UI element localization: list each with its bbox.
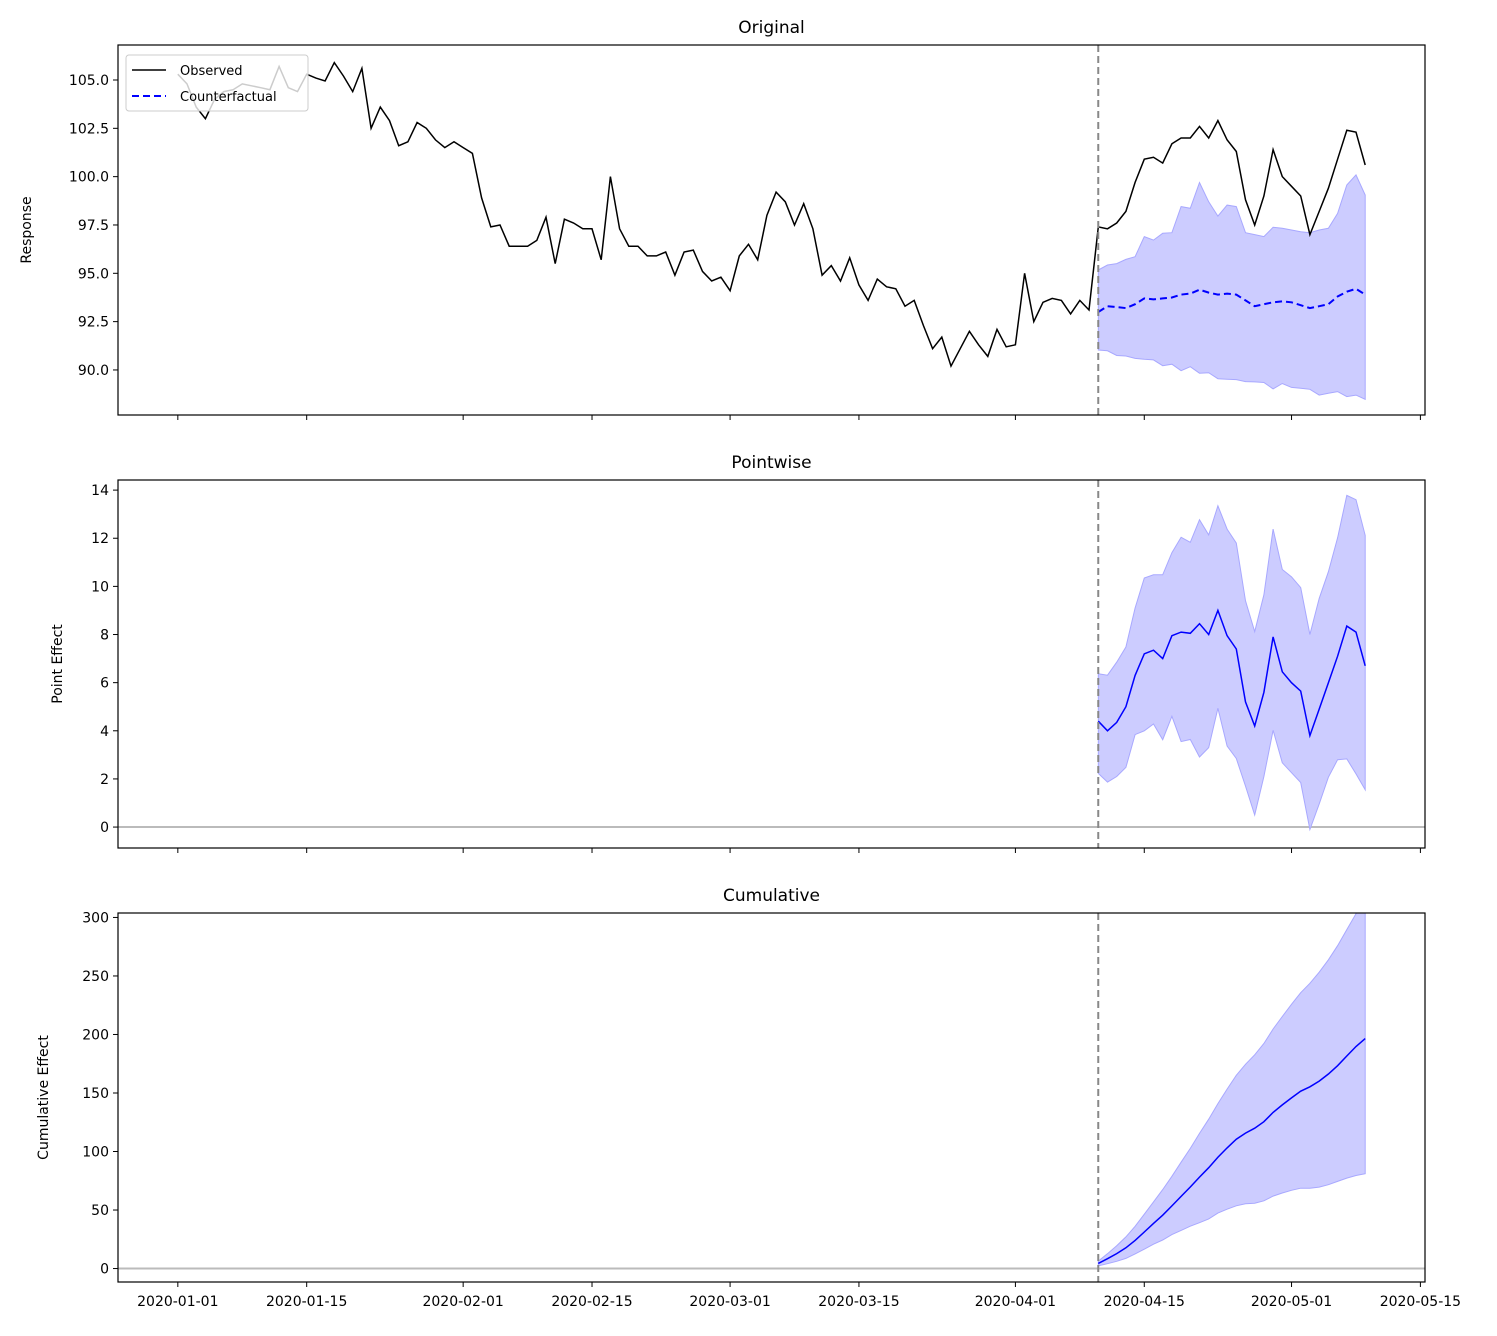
x-tick-label: 2020-04-01	[975, 1294, 1056, 1310]
x-tick-label: 2020-03-01	[689, 1294, 770, 1310]
y-tick-label: 150	[82, 1086, 109, 1102]
y-tick-label: 10	[91, 579, 109, 595]
cumulative-effect-line	[1097, 1038, 1366, 1265]
legend-box	[125, 54, 309, 112]
panel-title: Original	[738, 18, 805, 38]
plot-area	[177, 61, 1366, 401]
x-tick-label: 2020-01-15	[266, 1294, 347, 1310]
y-tick-label: 6	[100, 676, 109, 692]
point-effect-line	[1097, 608, 1366, 739]
y-tick-label: 102.5	[69, 121, 109, 137]
y-tick-label: 100.0	[69, 170, 109, 186]
y-tick-label: 14	[91, 483, 109, 499]
y-tick-label: 92.5	[78, 315, 109, 331]
y-tick-label: 95.0	[78, 266, 109, 282]
confidence-interval-band	[1097, 494, 1366, 832]
y-axis-label: Response	[19, 196, 35, 263]
y-tick-label: 50	[91, 1203, 109, 1219]
x-tick-label: 2020-05-15	[1380, 1294, 1461, 1310]
y-tick-label: 300	[82, 910, 109, 926]
y-tick-label: 105.0	[69, 73, 109, 89]
legend-label-counterfactual: Counterfactual	[180, 90, 277, 105]
confidence-interval-band	[1097, 913, 1366, 1267]
observed-series-line	[177, 61, 1366, 369]
y-tick-label: 90.0	[78, 363, 109, 379]
y-tick-label: 4	[100, 724, 109, 740]
plot-area	[118, 913, 1425, 1270]
legend: Observed Counterfactual	[125, 54, 309, 112]
y-tick-label: 250	[82, 969, 109, 985]
counterfactual-series-line	[1097, 287, 1366, 313]
x-tick-label: 2020-02-15	[551, 1294, 632, 1310]
y-tick-label: 100	[82, 1145, 109, 1161]
x-tick-label: 2020-05-01	[1251, 1294, 1332, 1310]
y-tick-label: 0	[100, 820, 109, 836]
panel-title: Cumulative	[723, 886, 820, 906]
x-tick-label: 2020-03-15	[818, 1294, 899, 1310]
x-tick-label: 2020-04-15	[1104, 1294, 1185, 1310]
legend-label-observed: Observed	[180, 64, 243, 79]
y-tick-label: 97.5	[78, 218, 109, 234]
x-tick-label: 2020-01-01	[137, 1294, 218, 1310]
panel-cumulative: 0 50 100 150 200 250 300 2020-01-01 2020-01-15 20…	[36, 886, 1461, 1310]
y-tick-label: 200	[82, 1027, 109, 1043]
y-axis-label: Point Effect	[50, 624, 66, 704]
y-tick-label: 12	[91, 531, 109, 547]
plot-area	[118, 494, 1425, 832]
y-tick-label: 8	[100, 628, 109, 644]
panel-title: Pointwise	[731, 453, 811, 473]
x-tick-label: 2020-02-01	[422, 1294, 503, 1310]
y-tick-label: 2	[100, 772, 109, 788]
panel-pointwise: 0 2 4 6 8 10 12 14 Pointwise Point Effect	[50, 453, 1426, 853]
y-tick-label: 0	[100, 1262, 109, 1278]
confidence-interval-band	[1097, 174, 1366, 401]
axes-frame	[117, 44, 1426, 416]
axes-frame	[117, 912, 1426, 1283]
panel-original: 90.0 92.5 95.0 97.5 100.0 102.5 105.0 Original R…	[19, 18, 1426, 420]
axes-frame	[117, 479, 1426, 849]
y-axis-label: Cumulative Effect	[36, 1035, 52, 1160]
